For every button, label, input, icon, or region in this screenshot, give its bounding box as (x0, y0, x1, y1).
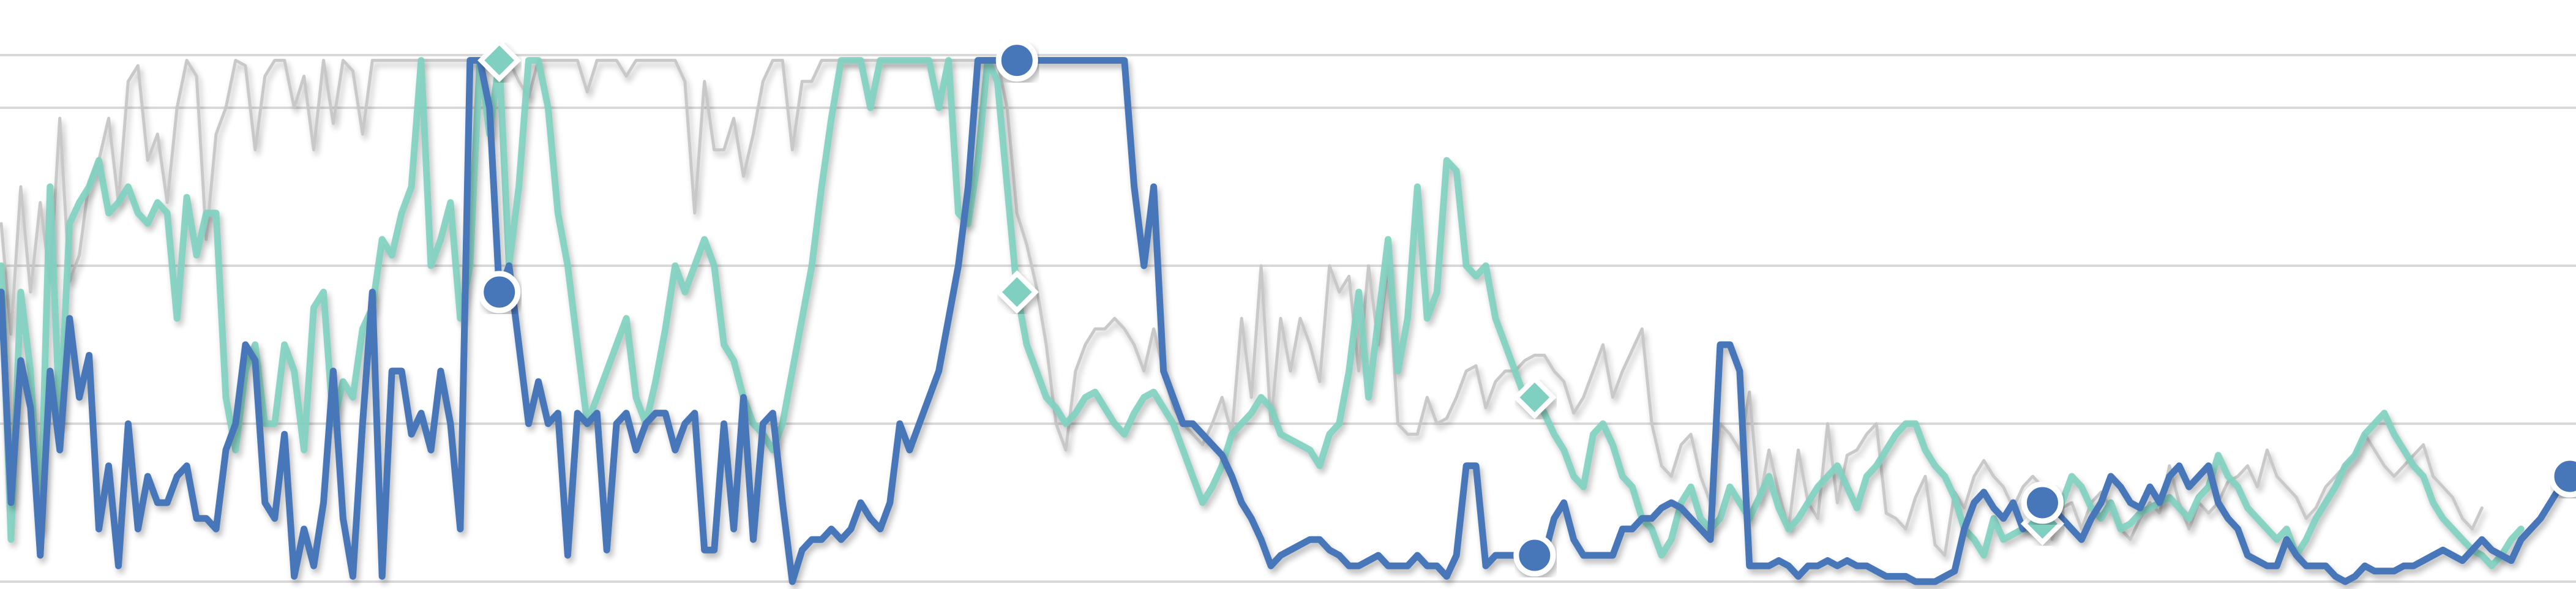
diamond-marker-2 (1513, 375, 1557, 419)
markers (477, 38, 2576, 577)
diamond-marker-1 (995, 270, 1039, 314)
circle-marker-3 (2021, 481, 2064, 524)
circle-marker-4 (2548, 455, 2576, 498)
series-line-teal (0, 57, 2525, 569)
plot-area (0, 57, 2576, 585)
series-line-blue (0, 57, 2576, 585)
series-line-gray (0, 59, 2484, 557)
circle-marker-2 (1513, 534, 1556, 577)
circle-marker-0 (478, 271, 521, 313)
circle-marker-1 (995, 39, 1038, 82)
diamond-marker-0 (477, 38, 522, 83)
